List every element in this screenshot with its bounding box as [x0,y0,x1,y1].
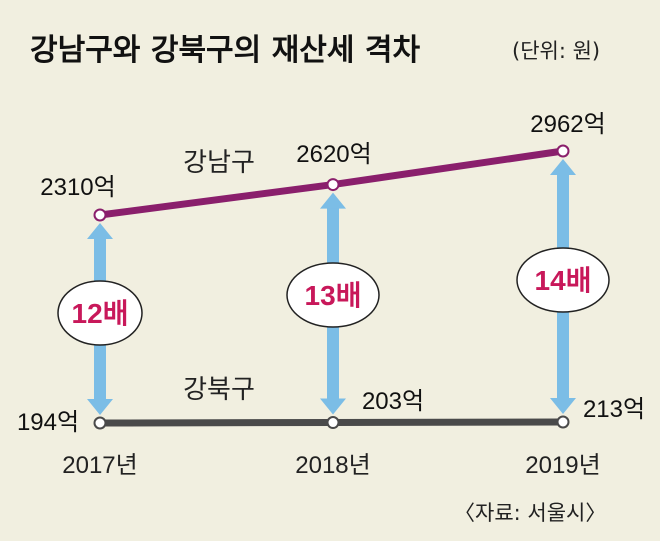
source-note: 〈자료: 서울시〉 [454,501,606,525]
value-label-gangnam: 2962억 [530,111,605,138]
data-point-gangnam [93,208,107,222]
arrow-group [87,159,576,415]
gap-arrow-head-top [550,159,576,175]
data-point-gangbuk [93,416,107,430]
gap-arrow-head-bottom [550,398,576,414]
ratio-ellipse [516,247,610,313]
data-point-gangnam [556,144,570,158]
ratio-ellipse [57,280,143,346]
data-point-gangnam [326,178,340,192]
series-name-gangnam: 강남구 [183,148,255,178]
x-tick-label: 2017년 [62,452,137,479]
point-group [93,144,570,430]
ratio-label: 13배 [305,280,362,311]
ratio-group: 12배 13배 14배 [57,247,610,346]
ratio-badge: 12배 [57,280,143,346]
gap-arrow-head-bottom [320,398,346,415]
gap-arrow-head-top [87,223,113,239]
value-label-gangbuk: 213억 [583,396,645,423]
value-label-gangnam: 2620억 [296,141,371,168]
gap-arrow-head-bottom [87,399,113,415]
ratio-badge: 13배 [286,262,380,328]
data-point-gangbuk [326,416,340,430]
x-tick-group: 2017년 2018년 2019년 [62,452,600,479]
x-tick-label: 2019년 [525,452,600,479]
value-label-gangbuk: 203억 [362,388,424,415]
chart-unit: (단위: 원) [512,39,600,63]
value-label-gangnam: 2310억 [40,174,115,201]
ratio-label: 14배 [535,265,592,296]
ratio-ellipse [286,262,380,328]
x-tick-label: 2018년 [295,452,370,479]
ratio-label: 12배 [72,298,129,329]
data-point-gangbuk [556,415,570,429]
value-label-gangbuk: 194억 [17,409,79,436]
gap-arrow-head-top [320,192,346,209]
chart-title: 강남구와 강북구의 재산세 격차 [30,33,421,68]
series-name-gangbuk: 강북구 [183,375,255,405]
ratio-badge: 14배 [516,247,610,313]
